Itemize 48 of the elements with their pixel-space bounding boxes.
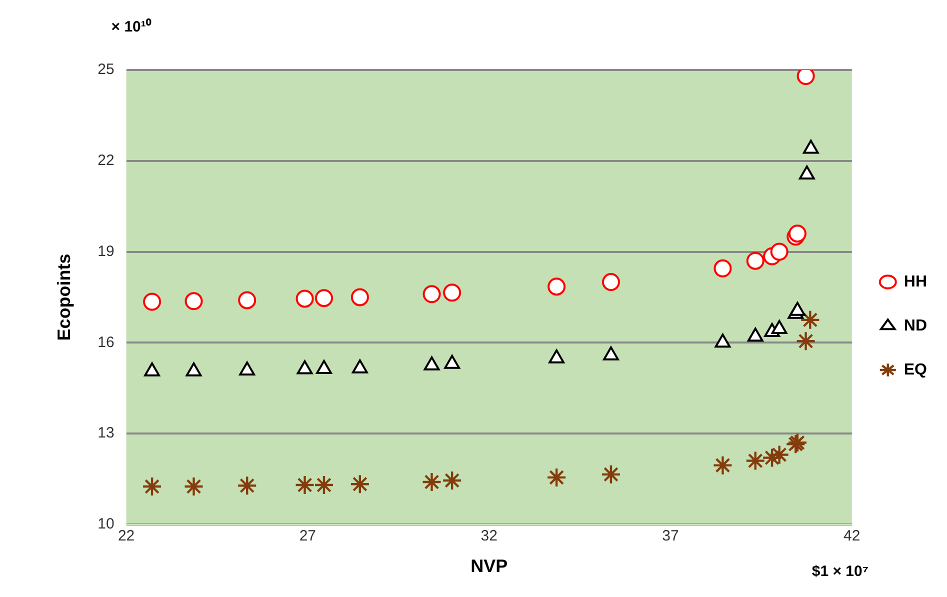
point: [350, 288, 369, 306]
point: [548, 278, 566, 296]
point: [143, 292, 162, 311]
point: [745, 450, 766, 471]
y-tick-label: 25: [98, 61, 114, 78]
x-tick-label: 27: [299, 528, 316, 545]
y-tick-label: 13: [98, 424, 114, 442]
point: [769, 444, 790, 465]
x-tick-label: 37: [662, 528, 679, 545]
point: [294, 474, 315, 496]
legend-label: EQ: [904, 361, 928, 378]
point: [142, 476, 162, 497]
point: [602, 273, 620, 292]
point: [443, 284, 462, 302]
point: [350, 474, 370, 494]
point: [746, 252, 764, 270]
point: [184, 292, 203, 310]
point: [762, 448, 782, 468]
legend-label: ND: [904, 317, 927, 334]
point: [788, 224, 806, 243]
text: $1 × 10⁷: [812, 563, 869, 580]
point: [712, 455, 733, 476]
point: [546, 467, 567, 488]
y-tick-label: 19: [98, 242, 114, 260]
y-tick-label: 16: [98, 334, 114, 351]
point: [800, 310, 820, 330]
point: [238, 291, 256, 310]
text: × 10¹⁰: [111, 18, 152, 36]
legend-label: HH: [904, 273, 927, 290]
point: [422, 472, 442, 492]
point: [442, 470, 462, 491]
point: [314, 474, 334, 496]
y-axis-title: Ecopoints: [54, 254, 74, 341]
point: [422, 285, 441, 304]
point: [600, 464, 622, 485]
point: [796, 331, 816, 352]
x-tick-label: 42: [844, 528, 860, 545]
x-axis-title: NVP: [470, 556, 508, 576]
point: [236, 476, 258, 496]
point: [184, 476, 204, 497]
point: [296, 290, 314, 308]
x-tick-label: 22: [118, 528, 135, 545]
point: [315, 289, 334, 308]
point: [714, 259, 732, 278]
y-tick-label: 22: [98, 152, 114, 170]
y-tick-label: 10: [98, 516, 114, 533]
x-tick-label: 32: [480, 528, 498, 545]
point: [770, 242, 788, 261]
